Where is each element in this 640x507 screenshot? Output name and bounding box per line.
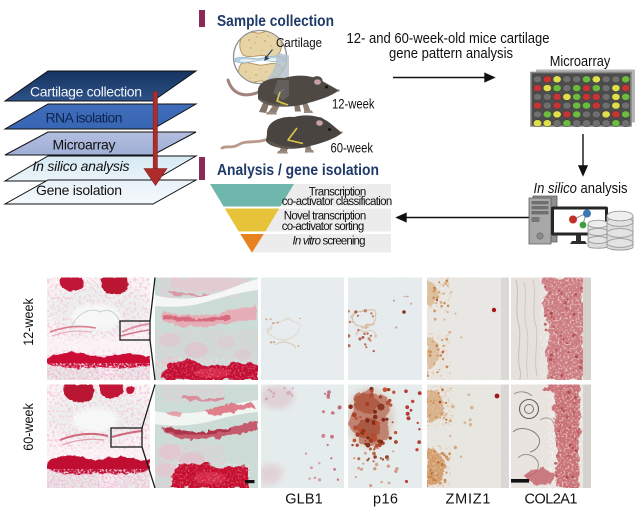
svg-text:12-week: 12-week (21, 298, 36, 346)
svg-text:Transcription: Transcription (309, 187, 367, 199)
svg-text:Microarray: Microarray (550, 53, 611, 70)
svg-text:Cartilage collection: Cartilage collection (30, 84, 142, 100)
svg-text:Cartilage: Cartilage (276, 35, 322, 50)
svg-text:Novel transcription: Novel transcription (284, 211, 367, 223)
svg-text:12- and 60-week-old mice carti: 12- and 60-week-old mice cartilage (347, 30, 550, 47)
svg-text:In vitro screening: In vitro screening (293, 236, 366, 248)
svg-text:Sample collection: Sample collection (217, 13, 334, 30)
svg-text:p16: p16 (373, 492, 398, 507)
svg-text:COL2A1: COL2A1 (525, 492, 578, 507)
svg-text:ZMIZ1: ZMIZ1 (446, 492, 491, 507)
svg-text:12-week: 12-week (332, 97, 375, 112)
svg-text:Microarray: Microarray (53, 137, 116, 153)
svg-text:In silico analysis: In silico analysis (534, 180, 628, 197)
svg-text:GLB1: GLB1 (285, 492, 323, 507)
svg-text:60-week: 60-week (21, 403, 36, 451)
svg-text:60-week: 60-week (331, 141, 374, 156)
svg-text:Analysis / gene isolation: Analysis / gene isolation (217, 162, 379, 179)
svg-text:co-activator sorting: co-activator sorting (282, 221, 365, 233)
svg-text:gene pattern analysis: gene pattern analysis (389, 45, 513, 62)
svg-text:In silico analysis: In silico analysis (33, 158, 130, 174)
svg-text:RNA isolation: RNA isolation (46, 110, 123, 126)
svg-text:Gene isolation: Gene isolation (36, 182, 122, 198)
svg-text:co-activator classification: co-activator classification (282, 196, 393, 208)
